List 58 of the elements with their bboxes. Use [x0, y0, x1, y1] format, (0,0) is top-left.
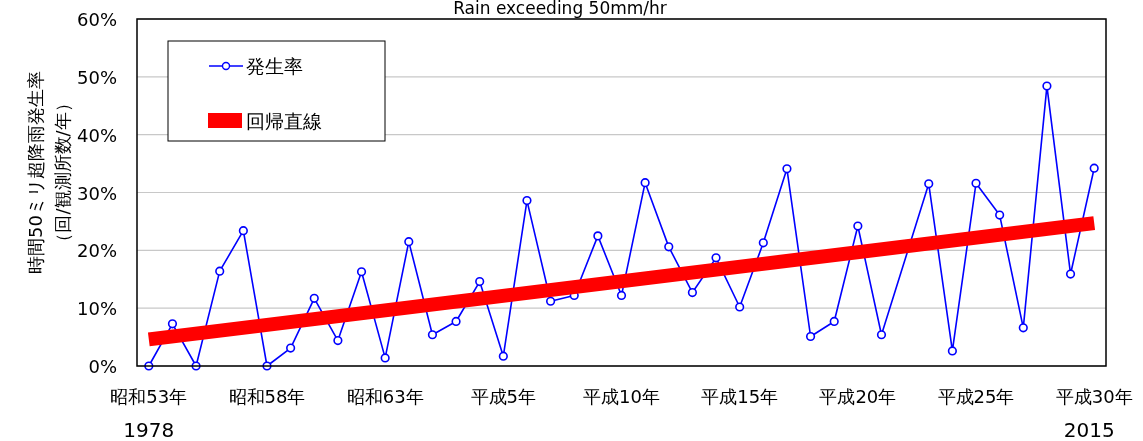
point	[782, 164, 792, 174]
point	[853, 221, 863, 231]
point	[1018, 323, 1028, 333]
point	[593, 231, 603, 241]
point	[475, 276, 485, 287]
point	[1042, 81, 1052, 91]
point	[546, 296, 556, 306]
x-tick-label: 平成5年	[470, 386, 537, 407]
point	[995, 210, 1005, 220]
y-tick-label: 0%	[88, 356, 117, 377]
x-tick-label: 平成10年	[583, 386, 660, 407]
y-tick-label: 30%	[76, 182, 117, 204]
point	[711, 253, 721, 263]
point	[1089, 163, 1099, 173]
point	[167, 319, 178, 329]
point	[451, 316, 461, 327]
point	[805, 331, 816, 342]
point	[309, 293, 319, 303]
x-tick-label: 平成30年	[1055, 386, 1133, 407]
point	[522, 196, 532, 206]
y-tick-label: 20%	[76, 240, 117, 262]
text: 2015	[1063, 418, 1115, 441]
legend-label: 回帰直線	[246, 110, 322, 132]
point	[333, 335, 343, 346]
chart-title: Rain exceeding 50mm/hr	[453, 0, 667, 18]
y-tick-label: 60%	[76, 9, 117, 30]
point	[947, 346, 957, 356]
text: 1978	[123, 418, 175, 441]
x-tick-label: 昭和53年	[110, 386, 188, 407]
point	[758, 238, 768, 248]
point	[498, 351, 508, 361]
point	[876, 330, 887, 340]
y-axis-title: 時間50ミリ超降雨発生率（回/観測所数/年）	[24, 71, 73, 274]
point	[924, 179, 934, 189]
point	[215, 266, 225, 276]
y-tick-label: 40%	[76, 124, 117, 146]
x-tick-label: 平成15年	[701, 386, 779, 407]
point	[664, 242, 674, 252]
point	[427, 330, 438, 340]
y-tick-label: 50%	[76, 66, 117, 88]
point	[687, 287, 697, 298]
point	[1065, 269, 1076, 279]
point	[640, 178, 650, 188]
point	[238, 226, 248, 236]
legend-label: 発生率	[246, 55, 303, 77]
x-tick-label: 平成20年	[819, 386, 897, 407]
x-tick-label: 平成25年	[937, 386, 1015, 407]
x-tick-label: 昭和58年	[228, 386, 306, 407]
point	[380, 353, 390, 363]
x-tick-label: 昭和63年	[346, 386, 424, 407]
point	[404, 237, 414, 247]
point	[286, 343, 296, 353]
point	[616, 290, 627, 301]
point	[356, 267, 367, 277]
point	[735, 302, 745, 312]
point	[971, 178, 981, 188]
point	[829, 316, 839, 327]
y-tick-label: 10%	[76, 298, 117, 320]
